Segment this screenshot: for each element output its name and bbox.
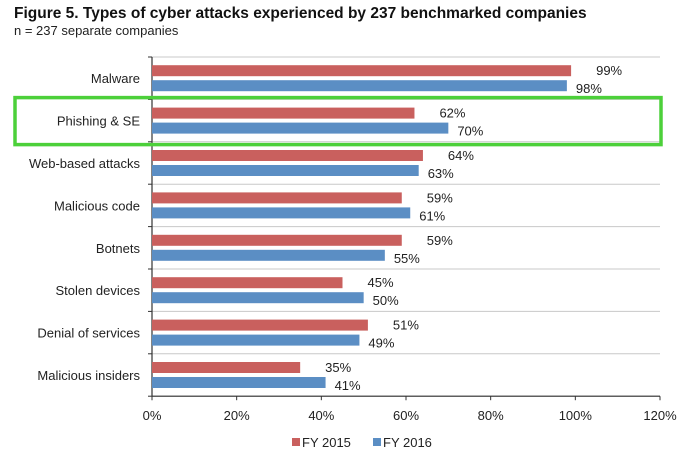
category-label: Stolen devices — [55, 283, 140, 298]
legend-label: FY 2016 — [383, 435, 432, 450]
category-label: Web-based attacks — [29, 156, 141, 171]
data-label: 51% — [393, 318, 419, 333]
bar-fy-2016 — [152, 165, 419, 176]
bar-fy-2015 — [152, 192, 402, 204]
category-label: Malicious code — [54, 198, 140, 213]
data-label: 55% — [394, 251, 420, 266]
legend-swatch — [373, 438, 381, 446]
bar-fy-2015 — [152, 107, 415, 119]
chart-subtitle: n = 237 separate companies — [14, 23, 179, 38]
x-tick-label: 100% — [559, 408, 593, 423]
data-label: 64% — [448, 148, 474, 163]
highlight-box — [13, 95, 663, 147]
bar-fy-2016 — [152, 122, 449, 134]
x-tick-label: 20% — [224, 408, 250, 423]
bar-fy-2016 — [152, 207, 411, 219]
x-tick-label: 40% — [308, 408, 334, 423]
bar-fy-2016 — [152, 377, 326, 388]
x-tick-label: 80% — [478, 408, 504, 423]
category-label: Botnets — [96, 241, 141, 256]
category-label: Phishing & SE — [57, 114, 140, 129]
legend-swatch — [292, 438, 300, 446]
category-label: Malicious insiders — [37, 368, 140, 383]
data-label: 61% — [419, 208, 445, 223]
bar-fy-2015 — [152, 277, 343, 289]
x-tick-label: 60% — [393, 408, 419, 423]
x-tick-label: 120% — [643, 408, 677, 423]
chart-title: Figure 5. Types of cyber attacks experie… — [14, 5, 587, 22]
data-label: 45% — [368, 275, 394, 290]
bar-fy-2016 — [152, 292, 364, 304]
data-label: 59% — [427, 190, 453, 205]
data-label: 99% — [596, 63, 622, 78]
data-label: 50% — [373, 293, 399, 308]
x-tick-label: 0% — [143, 408, 162, 423]
data-label: 41% — [335, 378, 361, 393]
bar-fy-2015 — [152, 319, 368, 331]
data-label: 70% — [457, 124, 483, 139]
bar-fy-2015 — [152, 234, 402, 246]
bar-fy-2015 — [152, 65, 572, 77]
bar-fy-2015 — [152, 362, 301, 373]
data-label: 35% — [325, 360, 351, 375]
data-label: 63% — [428, 166, 454, 181]
data-label: 62% — [439, 106, 465, 121]
data-label: 59% — [427, 233, 453, 248]
category-label: Malware — [91, 71, 140, 86]
bar-fy-2016 — [152, 80, 567, 92]
bar-fy-2016 — [152, 334, 360, 346]
data-label: 98% — [576, 81, 602, 96]
bar-fy-2015 — [152, 150, 423, 161]
bar-fy-2016 — [152, 249, 385, 261]
legend-label: FY 2015 — [302, 435, 351, 450]
category-label: Denial of services — [37, 326, 140, 341]
data-label: 49% — [368, 336, 394, 351]
